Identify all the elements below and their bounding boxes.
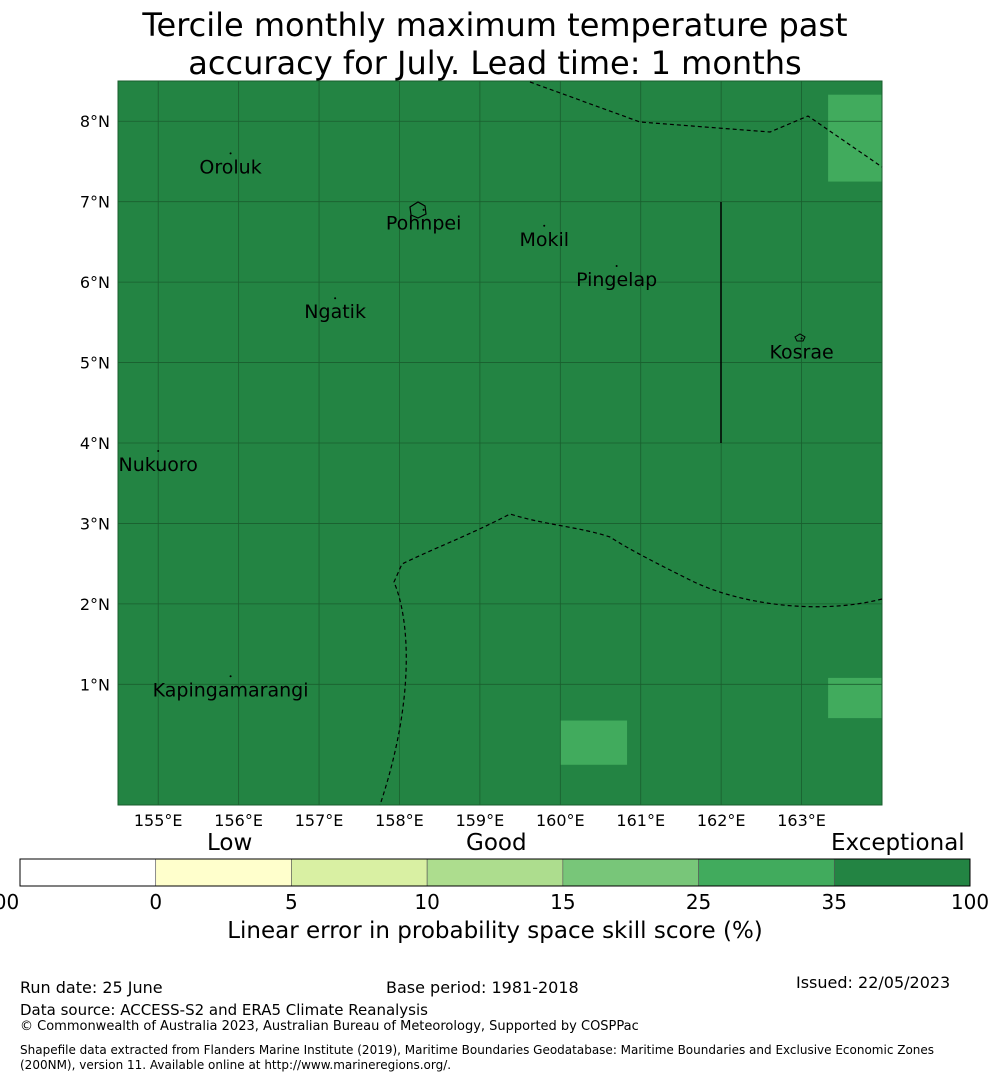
longitude-label: 157°E	[295, 811, 344, 830]
longitude-label: 162°E	[697, 811, 746, 830]
place-label: Ngatik	[304, 301, 366, 323]
map-title: Tercile monthly maximum temperature past…	[0, 6, 990, 82]
colorbar-swatch	[426, 858, 564, 887]
latitude-labels: 8°N 7°N 6°N 5°N 4°N 3°N 2°N 1°N	[80, 112, 110, 694]
map-frame	[117, 80, 883, 806]
eez-boundary-north	[529, 81, 883, 168]
latitude-label: 4°N	[80, 434, 110, 453]
latitude-label: 6°N	[80, 273, 110, 292]
colorbar-title: Linear error in probability space skill …	[227, 918, 763, 944]
place-label: Pohnpei	[386, 213, 462, 235]
place-label: Kapingamarangi	[153, 679, 309, 701]
colorbar-frame	[19, 858, 971, 887]
colorbar-exceptional-label: Exceptional	[831, 830, 965, 856]
skill-map: Oroluk Pohnpei Mokil Pingelap Ngatik Kosrae Nu…	[80, 80, 883, 830]
colorbar-tick-label: 10	[414, 890, 440, 914]
title-line-1: Tercile monthly maximum temperature past	[142, 6, 848, 44]
longitude-label: 155°E	[134, 811, 183, 830]
colorbar-good-label: Good	[466, 830, 527, 856]
longitude-label: 163°E	[777, 811, 826, 830]
data-source: Data source: ACCESS-S2 and ERA5 Climate …	[20, 1001, 428, 1019]
colorbar-swatch	[291, 858, 428, 887]
colorbar-tick-label: 35	[821, 890, 848, 914]
place-marker	[229, 152, 232, 155]
place-label: Nukuoro	[119, 454, 198, 476]
place-marker	[229, 675, 232, 678]
colorbar-swatch	[562, 858, 699, 887]
place-labels: Oroluk Pohnpei Mokil Pingelap Ngatik Kosrae Nu…	[119, 152, 834, 701]
colorbar-swatch	[698, 858, 835, 887]
shapefile-credit-line-2: (200NM), version 11. Available online at…	[20, 1058, 452, 1072]
colorbar-swatch	[155, 858, 292, 887]
colorbar-swatches	[19, 858, 971, 887]
longitude-label: 159°E	[456, 811, 505, 830]
longitude-label: 158°E	[375, 811, 424, 830]
eez-boundaries	[379, 81, 883, 806]
copyright: © Commonwealth of Australia 2023, Austra…	[20, 1019, 639, 1034]
place-marker	[543, 224, 546, 227]
colorbar-tick-label: -100	[0, 890, 20, 914]
colorbar-tick-label: 25	[685, 890, 712, 914]
place-label: Pingelap	[576, 269, 657, 291]
latitude-label: 2°N	[80, 595, 110, 614]
place-marker	[422, 208, 425, 211]
skill-patch	[828, 677, 882, 719]
latitude-label: 5°N	[80, 354, 110, 373]
place-label: Kosrae	[769, 341, 833, 363]
kosrae-island	[794, 333, 806, 342]
issued-date: Issued: 22/05/2023	[796, 973, 951, 992]
colorbar-tick-label: 100	[950, 890, 990, 914]
base-period: Base period: 1981-2018	[386, 978, 579, 997]
skill-patch	[828, 94, 882, 182]
colorbar-tick-label: 5	[285, 890, 298, 914]
place-marker	[615, 265, 618, 268]
place-label: Oroluk	[199, 156, 261, 178]
colorbar-tick-label: 0	[149, 890, 163, 914]
title-line-2: accuracy for July. Lead time: 1 months	[188, 44, 802, 82]
longitude-label: 161°E	[616, 811, 665, 830]
latitude-label: 1°N	[80, 675, 110, 694]
colorbar-swatch	[833, 858, 971, 887]
longitude-labels: 155°E 156°E 157°E 158°E 159°E 160°E 161°E 162°E…	[134, 811, 826, 830]
colorbar-swatch	[19, 858, 157, 887]
latitude-label: 7°N	[80, 193, 110, 212]
place-marker	[157, 450, 160, 453]
longitude-label: 160°E	[536, 811, 585, 830]
pohnpei-island	[409, 201, 427, 219]
island-outlines	[409, 201, 806, 342]
place-marker	[800, 337, 803, 340]
latitude-label: 3°N	[80, 514, 110, 533]
eez-boundary-south	[379, 513, 883, 806]
colorbar-low-label: Low	[207, 830, 253, 856]
skill-patch	[560, 720, 628, 765]
place-label: Mokil	[519, 229, 569, 251]
run-date: Run date: 25 June	[20, 978, 163, 997]
place-marker	[334, 297, 337, 300]
longitude-label: 156°E	[214, 811, 263, 830]
skill-patches	[560, 94, 882, 765]
colorbar-tick-label: 15	[550, 890, 576, 914]
latitude-label: 8°N	[80, 112, 110, 131]
shapefile-credit-line-1: Shapefile data extracted from Flanders M…	[20, 1043, 935, 1057]
